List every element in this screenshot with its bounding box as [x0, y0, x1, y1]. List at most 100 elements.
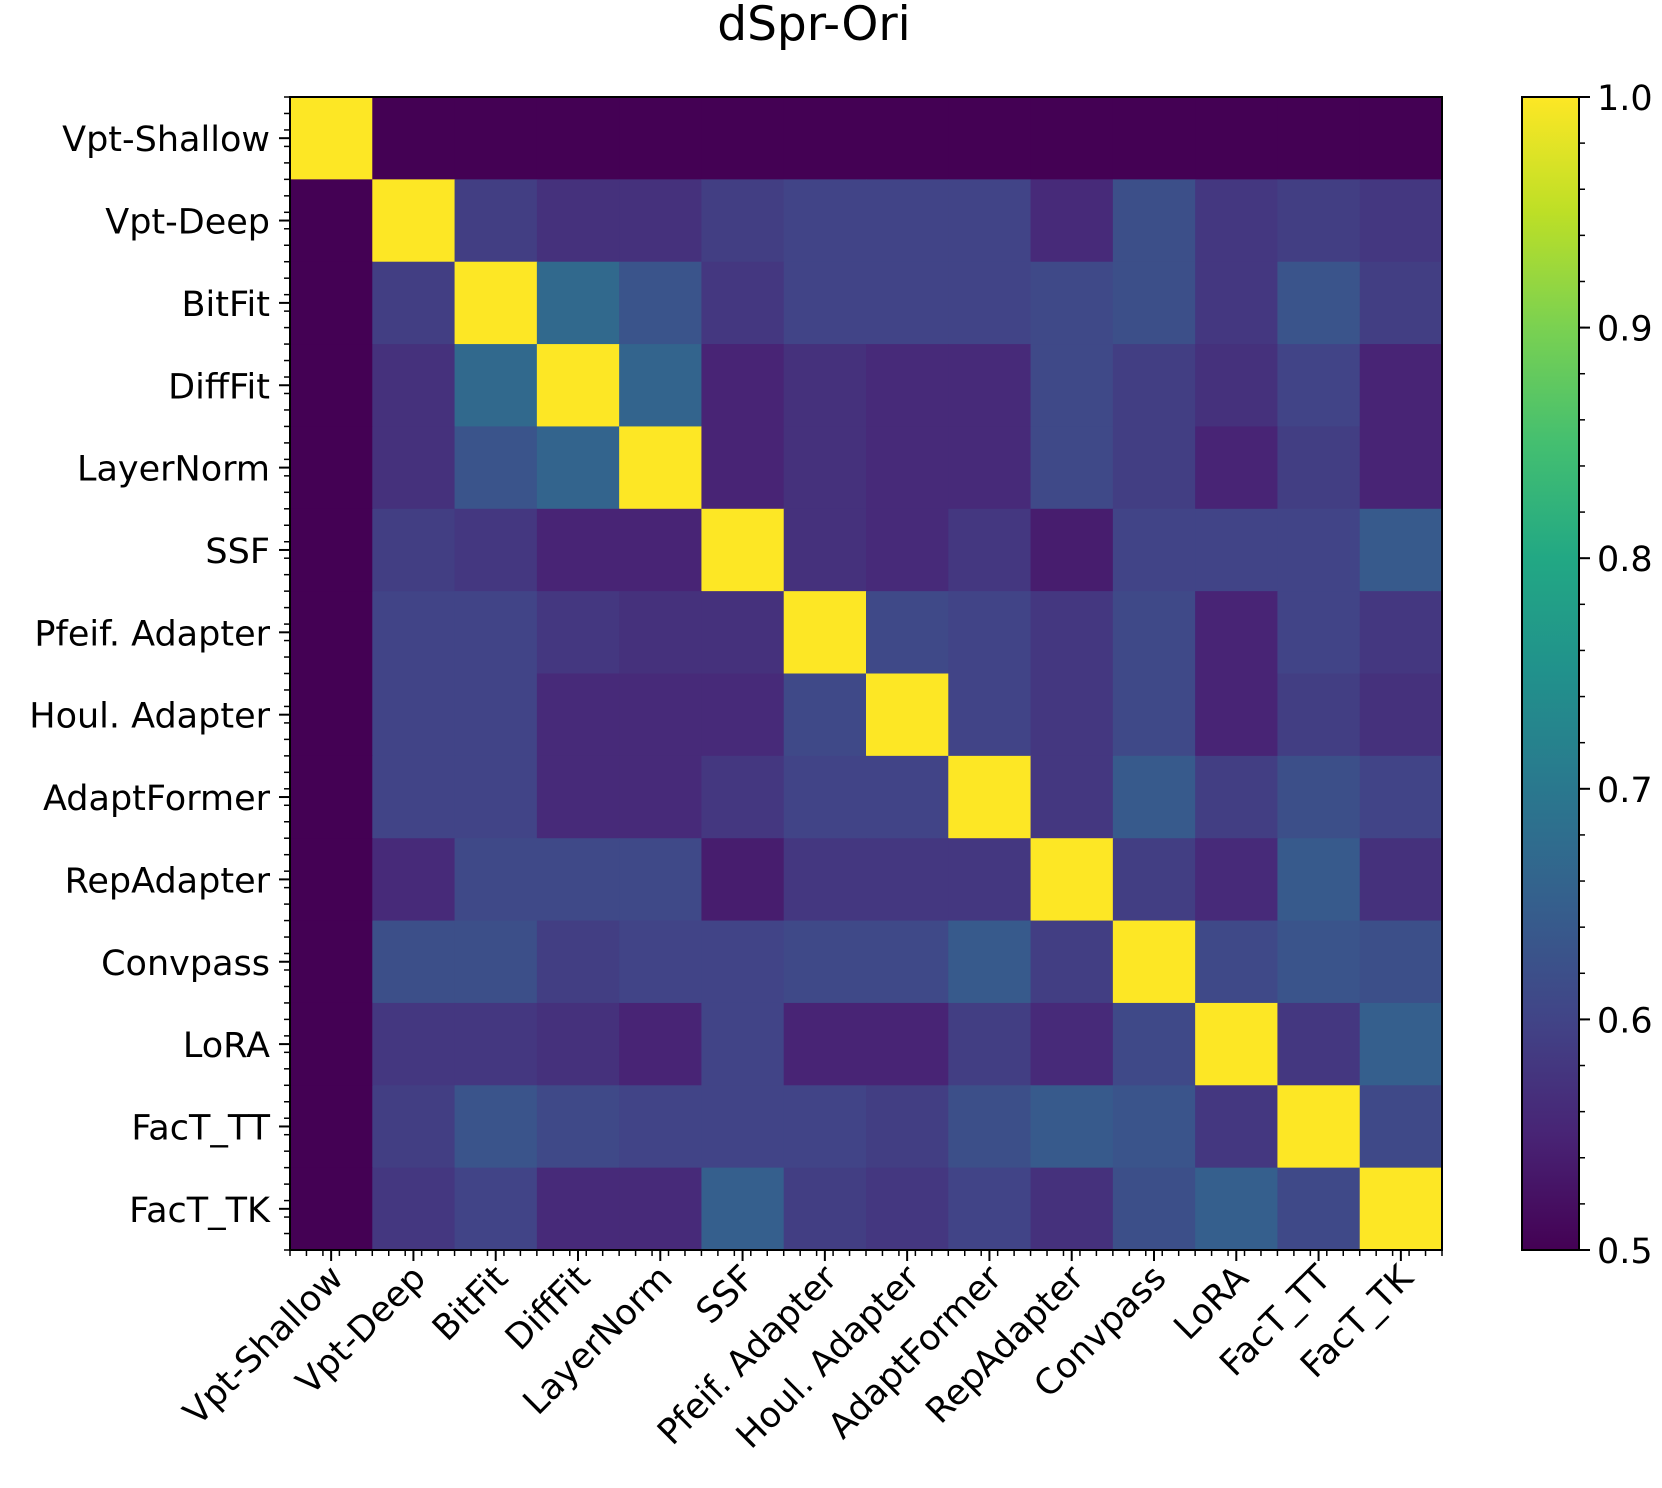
heatmap-cell	[619, 426, 703, 510]
heatmap-cell	[372, 755, 456, 839]
heatmap-cell	[783, 508, 867, 592]
heatmap-cell	[948, 426, 1032, 510]
heatmap-cell	[948, 591, 1032, 675]
heatmap-cell	[866, 920, 949, 1004]
heatmap-cell	[1359, 1085, 1443, 1169]
heatmap-cell	[454, 673, 538, 757]
heatmap-cell	[1359, 426, 1443, 510]
heatmap-cell	[866, 179, 949, 263]
heatmap-cell	[1359, 1002, 1443, 1086]
heatmap-cell	[1195, 1167, 1279, 1251]
heatmap-cell	[1112, 755, 1196, 839]
heatmap-cell	[701, 1167, 785, 1251]
heatmap-cell	[866, 508, 949, 592]
y-tick-label: Pfeif. Adapter	[34, 614, 270, 654]
heatmap-cell	[1277, 1002, 1361, 1086]
heatmap-cell	[1030, 508, 1114, 592]
heatmap-cell	[783, 1085, 867, 1169]
heatmap-cell	[1112, 344, 1196, 428]
heatmap-cell	[536, 179, 620, 263]
colorbar-tick-label: 0.6	[1597, 1001, 1653, 1041]
heatmap-cell	[454, 920, 538, 1004]
colorbar-tick-label: 0.5	[1597, 1232, 1653, 1272]
minor-ticks	[284, 96, 1443, 1256]
heatmap-cell	[1112, 1167, 1196, 1251]
heatmap-cell	[290, 261, 373, 345]
heatmap-cell	[783, 1167, 867, 1251]
heatmap-cell	[1195, 179, 1279, 263]
heatmap-cell	[619, 179, 703, 263]
heatmap-cell	[1359, 261, 1443, 345]
heatmap-cell	[1359, 344, 1443, 428]
heatmap-cell	[1112, 426, 1196, 510]
y-tick-label: Vpt-Shallow	[62, 120, 270, 160]
heatmap-cell	[290, 673, 373, 757]
y-tick-label: AdaptFormer	[43, 779, 271, 819]
chart-title: dSpr-Ori	[717, 0, 910, 52]
x-tick-labels: Vpt-ShallowVpt-DeepBitFitDiffFitLayerNor…	[176, 1250, 1422, 1457]
heatmap-cell	[536, 508, 620, 592]
heatmap-cell	[1277, 179, 1361, 263]
y-tick-label: RepAdapter	[65, 861, 271, 901]
y-tick-label: Convpass	[101, 944, 270, 984]
heatmap-cell	[1277, 261, 1361, 345]
heatmap-cell	[1112, 838, 1196, 922]
heatmap-cell	[948, 920, 1032, 1004]
heatmap-cell	[372, 1167, 456, 1251]
heatmap-cell	[866, 838, 949, 922]
heatmap-cell	[866, 261, 949, 345]
heatmap-cell	[866, 591, 949, 675]
heatmap-cell	[866, 344, 949, 428]
heatmap-cell	[1030, 1002, 1114, 1086]
heatmap-cell	[619, 755, 703, 839]
heatmap-cell	[372, 1002, 456, 1086]
heatmap-cell	[290, 1167, 373, 1251]
heatmap-cell	[372, 920, 456, 1004]
heatmap-cell	[701, 838, 785, 922]
heatmap-cell	[290, 755, 373, 839]
heatmap-cell	[290, 920, 373, 1004]
heatmap-cell	[1195, 97, 1279, 180]
heatmap-cell	[1359, 179, 1443, 263]
heatmap-cell	[866, 673, 949, 757]
heatmap-cell	[701, 1002, 785, 1086]
heatmap-cell	[948, 838, 1032, 922]
heatmap-cell	[1195, 508, 1279, 592]
heatmap-cell	[701, 426, 785, 510]
heatmap-cell	[536, 1167, 620, 1251]
heatmap-cell	[1195, 920, 1279, 1004]
heatmap-cell	[372, 838, 456, 922]
heatmap-cell	[1359, 591, 1443, 675]
heatmap-cell	[1030, 591, 1114, 675]
heatmap-cell	[1277, 1167, 1361, 1251]
heatmap-cells	[290, 97, 1443, 1251]
heatmap-cell	[1195, 344, 1279, 428]
heatmap-cell	[1359, 1167, 1443, 1251]
heatmap-cell	[1112, 261, 1196, 345]
heatmap-cell	[1277, 426, 1361, 510]
heatmap-cell	[536, 673, 620, 757]
heatmap-cell	[1030, 1085, 1114, 1169]
heatmap-cell	[1359, 755, 1443, 839]
y-tick-label: DiffFit	[168, 367, 270, 407]
heatmap-cell	[1112, 920, 1196, 1004]
heatmap-cell	[783, 344, 867, 428]
heatmap-cell	[290, 426, 373, 510]
heatmap-cell	[536, 1002, 620, 1086]
heatmap-cell	[701, 673, 785, 757]
heatmap-cell	[619, 508, 703, 592]
heatmap-cell	[1359, 920, 1443, 1004]
heatmap-cell	[619, 1085, 703, 1169]
heatmap-cell	[1195, 838, 1279, 922]
y-tick-labels: Vpt-Shallow Vpt-Deep BitFit DiffFit LayerNor…	[29, 120, 290, 1231]
heatmap-cell	[536, 920, 620, 1004]
heatmap-cell	[701, 261, 785, 345]
heatmap-cell	[1195, 755, 1279, 839]
heatmap-cell	[866, 97, 949, 180]
heatmap-cell	[536, 97, 620, 180]
heatmap-cell	[1112, 673, 1196, 757]
colorbar	[1521, 96, 1580, 1251]
heatmap-cell	[1112, 97, 1196, 180]
heatmap-cell	[948, 755, 1032, 839]
